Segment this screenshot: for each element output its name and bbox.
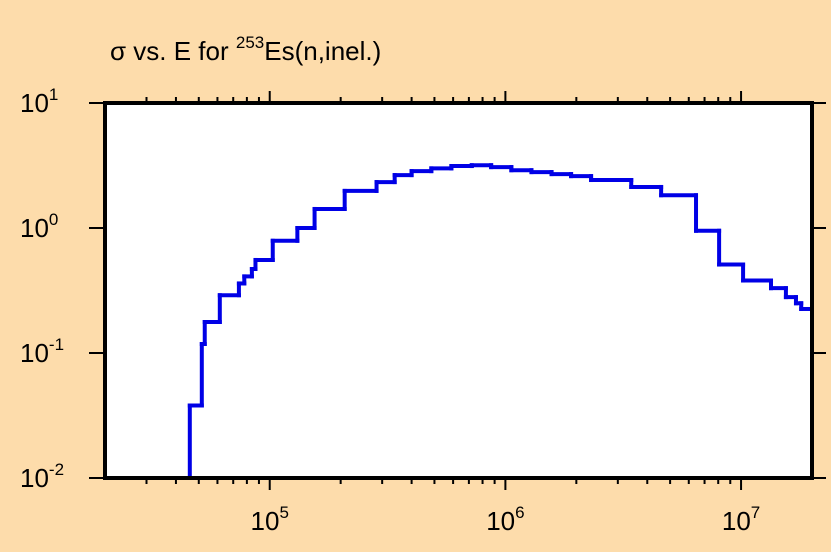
x-tick-base: 10 — [251, 506, 280, 536]
y-tick-label: 10-1 — [20, 335, 64, 368]
x-tick-exponent: 5 — [279, 503, 288, 522]
x-tick-label: 107 — [722, 503, 760, 536]
y-tick-label: 10-2 — [20, 460, 64, 493]
title-sup: 253 — [236, 33, 264, 52]
y-tick-base: 10 — [20, 338, 49, 368]
y-tick-base: 10 — [20, 463, 49, 493]
x-tick-base: 10 — [486, 506, 515, 536]
title-text: σ vs. E for — [110, 36, 236, 66]
x-tick-label: 106 — [486, 503, 524, 536]
chart-title: σ vs. E for 253Es(n,inel.) — [110, 33, 381, 66]
x-tick-exponent: 6 — [515, 503, 524, 522]
y-tick-label: 100 — [20, 210, 58, 243]
plot-area — [105, 103, 812, 478]
y-tick-exponent: -2 — [49, 460, 64, 479]
x-tick-base: 10 — [722, 506, 751, 536]
plot-frame — [103, 101, 814, 480]
y-tick-exponent: 1 — [49, 85, 58, 104]
y-tick-label: 101 — [20, 85, 58, 118]
x-tick-exponent: 7 — [751, 503, 760, 522]
x-tick-label: 105 — [251, 503, 289, 536]
title-rest: Es(n,inel.) — [264, 36, 381, 66]
y-tick-base: 10 — [20, 213, 49, 243]
y-tick-base: 10 — [20, 88, 49, 118]
y-tick-exponent: 0 — [49, 210, 58, 229]
y-tick-exponent: -1 — [49, 335, 64, 354]
